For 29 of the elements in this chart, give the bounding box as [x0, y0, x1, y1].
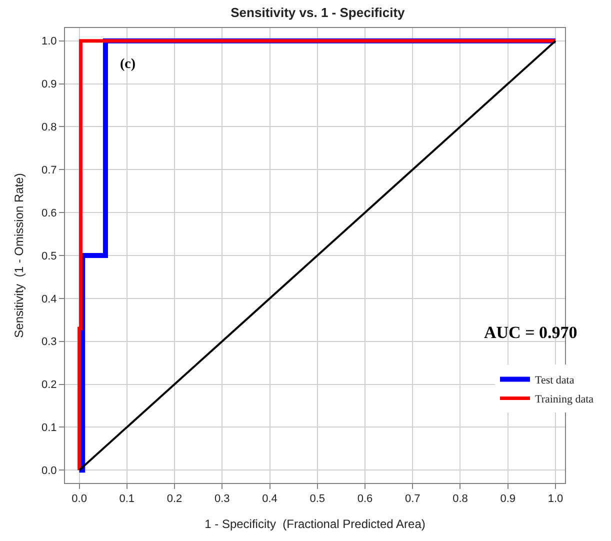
x-tick-label: 0.5: [310, 493, 326, 506]
y-tick-label: 0.0: [42, 464, 57, 477]
y-tick-label: 0.8: [42, 122, 57, 134]
x-tick-label: 0.1: [119, 493, 135, 506]
y-tick-label: 1.0: [42, 36, 57, 48]
y-tick-label: 0.6: [42, 207, 57, 220]
annotation: (c): [120, 57, 136, 72]
x-tick-label: 0.9: [500, 493, 516, 506]
x-axis-title: 1 - Specificity (Fractional Predicted Area): [204, 517, 426, 532]
y-tick-label: 0.7: [42, 164, 57, 176]
x-tick-label: 0.2: [166, 493, 182, 506]
legend-label: Test data: [535, 374, 574, 386]
y-axis-title: Sensitivity (1 - Omission Rate): [12, 173, 26, 338]
x-tick-label: 0.6: [357, 493, 373, 506]
legend-label: Training data: [535, 393, 594, 406]
y-tick-label: 0.4: [42, 293, 57, 306]
y-tick-label: 0.5: [42, 250, 57, 262]
x-tick-label: 0.3: [214, 493, 230, 506]
x-tick-label: 0.7: [404, 493, 420, 506]
y-tick-label: 0.1: [42, 422, 57, 434]
x-tick-label: 0.0: [72, 493, 87, 506]
x-tick-label: 0.8: [452, 493, 468, 506]
chart-title: Sensitivity vs. 1 - Specificity: [230, 5, 406, 20]
y-tick-label: 0.3: [42, 336, 57, 348]
annotation: AUC = 0.970: [484, 323, 578, 342]
y-tick-label: 0.2: [42, 379, 57, 392]
x-tick-label: 1.0: [548, 493, 564, 506]
y-tick-label: 0.9: [42, 78, 57, 91]
x-tick-label: 0.4: [262, 493, 278, 506]
